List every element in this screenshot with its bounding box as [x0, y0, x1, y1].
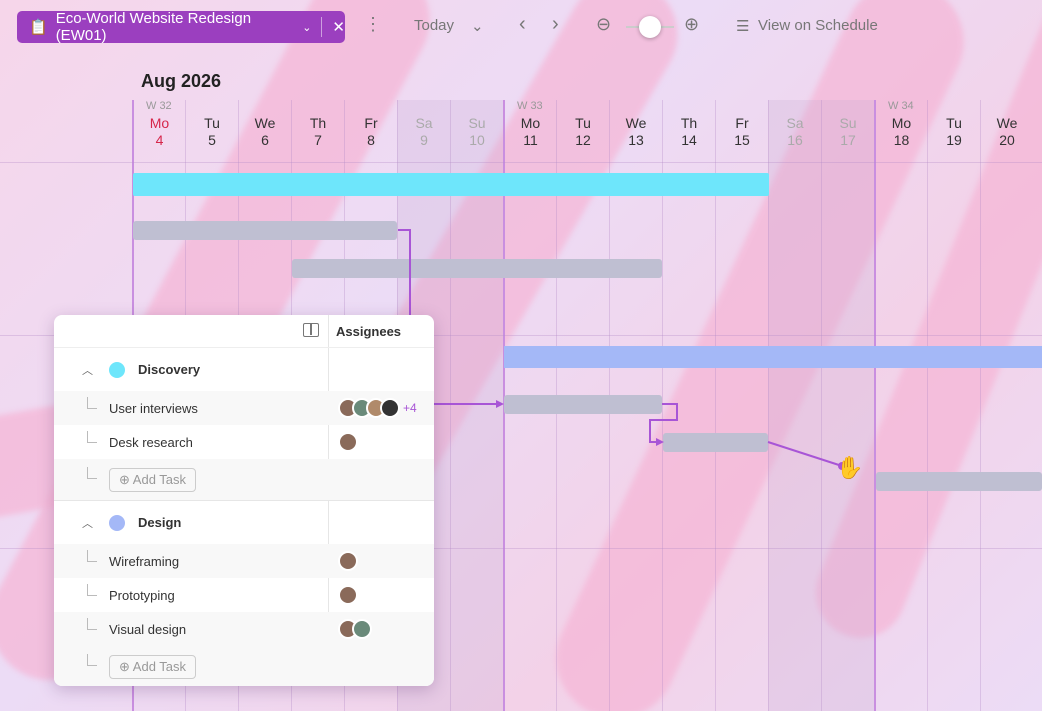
- assignees[interactable]: [338, 432, 358, 452]
- day-label: Sa 9: [415, 115, 433, 148]
- collapse-icon[interactable]: ︿: [82, 517, 93, 530]
- day-column: Sa 16: [768, 100, 821, 711]
- task-bar[interactable]: [504, 395, 662, 414]
- day-column: Su 17: [821, 100, 874, 711]
- assignees[interactable]: [338, 585, 358, 605]
- day-label: Tu 5: [204, 115, 220, 148]
- group-color-dot: [109, 514, 125, 531]
- avatar: [338, 432, 358, 452]
- day-column: Tu 19: [927, 100, 980, 711]
- group-name: Design: [138, 515, 182, 530]
- zoom-out-icon[interactable]: ⊖: [596, 14, 612, 34]
- add-task-button[interactable]: ⊕ Add Task: [109, 655, 197, 679]
- day-column: Fr 15: [715, 100, 768, 711]
- task-bar[interactable]: [663, 433, 768, 452]
- week-label: W 34: [888, 100, 914, 112]
- task-name: Visual design: [109, 621, 187, 637]
- tree-line: [87, 550, 97, 562]
- tree-line: [87, 584, 97, 596]
- project-selector[interactable]: 📋 Eco-World Website Redesign (EW01) ⌄ ✕: [17, 10, 345, 44]
- day-label: Tu 19: [946, 115, 962, 148]
- project-name: Eco-World Website Redesign (EW01): [55, 10, 252, 44]
- task-row[interactable]: Wireframing: [54, 544, 434, 578]
- day-label: Mo 18: [891, 115, 912, 148]
- view-on-schedule-button[interactable]: View on Schedule: [758, 17, 878, 34]
- task-name: User interviews: [109, 400, 198, 416]
- group-name: Discovery: [138, 362, 201, 377]
- zoom-slider[interactable]: [626, 16, 674, 38]
- task-name: Wireframing: [109, 553, 180, 569]
- avatar: [338, 551, 358, 571]
- group-row[interactable]: ︿ Design: [54, 501, 434, 544]
- day-column: Su 10: [450, 100, 503, 711]
- task-list-panel: Assignees ︿ Discovery User interviews +4…: [54, 315, 434, 686]
- schedule-icon: ☰: [736, 18, 750, 35]
- assignees[interactable]: [338, 619, 372, 639]
- day-label: Mo 4: [149, 115, 170, 148]
- add-task-button[interactable]: ⊕ Add Task: [109, 468, 197, 492]
- day-label: Mo 11: [520, 115, 541, 148]
- toolbar: 📋 Eco-World Website Redesign (EW01) ⌄ ✕ …: [0, 0, 1042, 56]
- task-bar[interactable]: [876, 472, 1042, 491]
- zoom-in-icon[interactable]: ⊕: [684, 14, 700, 34]
- avatar: [352, 619, 372, 639]
- day-label: We 20: [996, 115, 1018, 148]
- assignees-header: Assignees: [336, 323, 402, 339]
- add-task-row: ⊕ Add Task: [54, 646, 434, 686]
- today-button[interactable]: Today: [414, 17, 455, 34]
- more-icon[interactable]: ⋮: [364, 14, 382, 34]
- collapse-icon[interactable]: ︿: [82, 364, 93, 377]
- tree-line: [87, 654, 97, 666]
- day-label: Tu 12: [575, 115, 591, 148]
- day-label: We 6: [254, 115, 276, 148]
- today-dropdown-icon[interactable]: ⌄: [471, 18, 484, 35]
- day-label: Fr 15: [734, 115, 750, 148]
- task-name: Desk research: [109, 434, 193, 450]
- day-label: Su 10: [468, 115, 486, 148]
- day-label: Su 17: [839, 115, 857, 148]
- task-row[interactable]: Desk research: [54, 425, 434, 459]
- day-label: Sa 16: [786, 115, 804, 148]
- discovery-summary-bar[interactable]: [133, 173, 769, 196]
- week-label: W 33: [517, 100, 543, 112]
- tree-line: [87, 618, 97, 630]
- day-label: We 13: [625, 115, 647, 148]
- next-icon[interactable]: ›: [552, 13, 559, 35]
- avatar: [380, 398, 400, 418]
- group-row[interactable]: ︿ Discovery: [54, 348, 434, 391]
- day-label: Th 14: [680, 115, 698, 148]
- design-summary-bar[interactable]: [504, 346, 1042, 368]
- clipboard-icon: 📋: [29, 19, 48, 36]
- extra-assignees: +4: [403, 401, 417, 415]
- chevron-down-icon[interactable]: ⌄: [302, 21, 312, 34]
- month-label: Aug 2026: [141, 71, 222, 91]
- day-column: Th 14: [662, 100, 715, 711]
- tree-line: [87, 397, 97, 409]
- day-column: W 34 Mo 18: [874, 100, 927, 711]
- tree-line: [87, 431, 97, 443]
- prev-icon[interactable]: ‹: [519, 13, 526, 35]
- day-label: Th 7: [309, 115, 327, 148]
- day-label: Fr 8: [364, 115, 378, 148]
- close-icon[interactable]: ✕: [332, 19, 345, 36]
- assignees[interactable]: +4: [338, 398, 417, 418]
- grab-cursor-icon: ✋: [836, 455, 864, 480]
- split-view-icon[interactable]: [303, 323, 319, 337]
- group-color-dot: [109, 361, 125, 378]
- add-task-row: ⊕ Add Task: [54, 459, 434, 501]
- task-row[interactable]: User interviews +4: [54, 391, 434, 425]
- task-name: Prototyping: [109, 587, 175, 603]
- tree-line: [87, 467, 97, 479]
- task-row[interactable]: Visual design: [54, 612, 434, 646]
- assignees[interactable]: [338, 551, 358, 571]
- divider: [321, 17, 323, 37]
- zoom-slider-handle[interactable]: [639, 16, 661, 38]
- task-bar[interactable]: [133, 221, 397, 240]
- task-bar[interactable]: [292, 259, 662, 278]
- avatar: [338, 585, 358, 605]
- week-label: W 32: [146, 100, 172, 112]
- day-column: We 20: [980, 100, 1033, 711]
- task-row[interactable]: Prototyping: [54, 578, 434, 612]
